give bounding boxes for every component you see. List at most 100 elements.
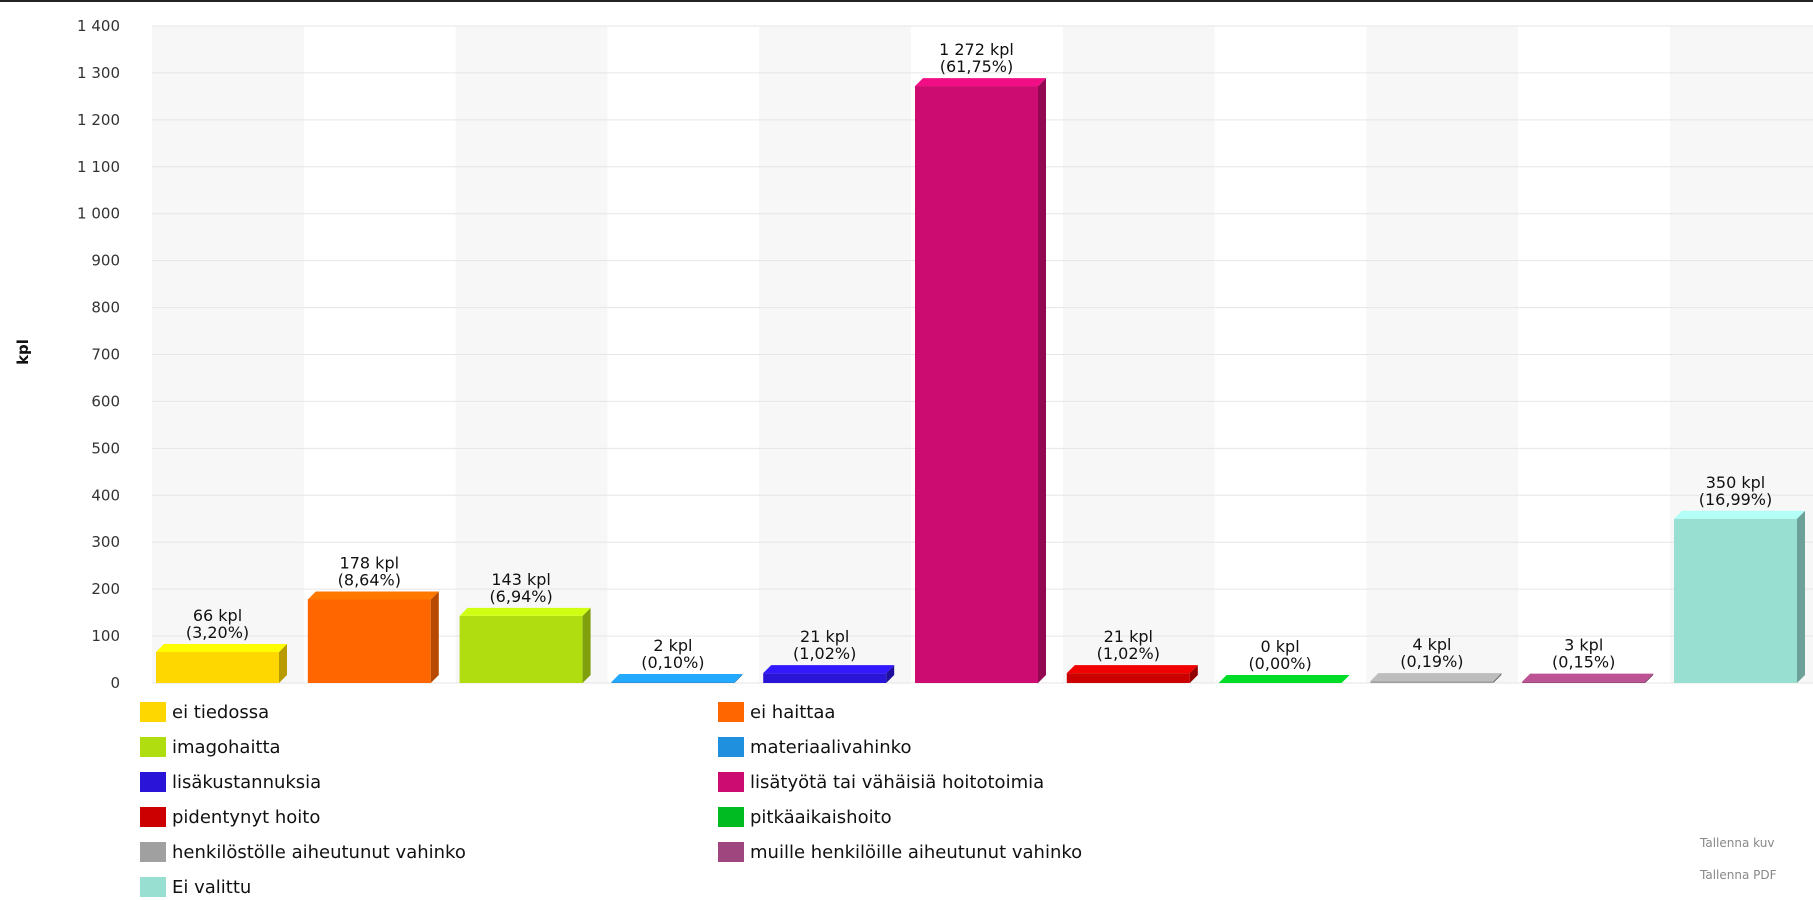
legend-label: imagohaitta <box>172 736 281 758</box>
bar-side <box>1189 665 1198 683</box>
y-tick-label: 1 300 <box>77 64 120 82</box>
bar-top <box>459 607 591 616</box>
legend-item[interactable]: materiaalivahinko <box>718 735 911 759</box>
bar-front[interactable] <box>763 673 887 683</box>
legend-label: pitkäaikaishoito <box>750 806 892 828</box>
legend-swatch <box>718 737 744 757</box>
bar-value-label: 4 kpl <box>1412 635 1451 654</box>
legend-item[interactable]: pitkäaikaishoito <box>718 805 892 829</box>
bar-front[interactable] <box>1370 681 1494 683</box>
legend-item[interactable]: lisäkustannuksia <box>140 770 321 794</box>
bar-value-label: 66 kpl <box>193 606 242 625</box>
y-tick-label: 1 100 <box>77 158 120 176</box>
top-border-line <box>0 0 1813 2</box>
legend-swatch <box>718 842 744 862</box>
bar[interactable] <box>1674 510 1805 683</box>
bar[interactable] <box>307 591 439 683</box>
bar-front[interactable] <box>915 86 1038 683</box>
legend-label: materiaalivahinko <box>750 736 912 758</box>
bar-percent-label: (1,02%) <box>1097 644 1160 663</box>
legend-item[interactable]: henkilöstölle aiheutunut vahinko <box>140 840 466 864</box>
bar-side <box>279 644 287 683</box>
legend-label: Ei valittu <box>172 876 252 898</box>
bar-front[interactable] <box>1522 681 1646 683</box>
legend-item[interactable]: Ei valittu <box>140 875 251 899</box>
bar-value-label: 143 kpl <box>491 570 551 589</box>
legend-swatch <box>718 772 744 792</box>
data-labels: 66 kpl(3,20%) 178 kpl(8,64%) 143 kpl(6,94%… <box>186 40 1772 673</box>
legend-item[interactable]: muille henkilöille aiheutunut vahinko <box>718 840 1082 864</box>
bar-side <box>1038 78 1046 683</box>
legend-label: lisätyötä tai vähäisiä hoitotoimia <box>750 771 1045 793</box>
y-tick-label: 1 400 <box>77 17 120 35</box>
bar-percent-label: (0,19%) <box>1400 652 1463 671</box>
y-tick-label: 400 <box>91 486 120 504</box>
legend-item[interactable]: ei tiedossa <box>140 700 269 724</box>
bar-front[interactable] <box>459 615 583 683</box>
bar-percent-label: (6,94%) <box>489 587 552 606</box>
bar-top <box>915 78 1046 87</box>
bar-top <box>1370 673 1502 682</box>
legend-label: lisäkustannuksia <box>172 771 322 793</box>
bar-value-label: 0 kpl <box>1261 637 1300 656</box>
bar-side <box>1645 673 1654 683</box>
bar-top <box>611 674 743 683</box>
y-tick-label: 1 200 <box>77 111 120 129</box>
bar-percent-label: (0,15%) <box>1552 653 1615 672</box>
save-pdf-link[interactable]: Tallenna PDF <box>1700 868 1777 882</box>
bar[interactable] <box>763 665 895 683</box>
legend: ei tiedossa ei haittaa imagohaitta materiaa… <box>140 700 1340 900</box>
bar-percent-label: (0,10%) <box>641 653 704 672</box>
bar[interactable] <box>1218 675 1350 683</box>
bar-top <box>1218 675 1350 683</box>
bar[interactable] <box>459 607 591 683</box>
legend-item[interactable]: lisätyötä tai vähäisiä hoitotoimia <box>718 770 1044 794</box>
bar-percent-label: (61,75%) <box>940 57 1014 76</box>
y-axis-ticks: 0 100 200 300 400 500 600 700 800 900 1 000 1 100 1 … <box>77 17 120 692</box>
bar-front[interactable] <box>1066 673 1190 683</box>
legend-swatch <box>140 807 166 827</box>
bar-value-label: 178 kpl <box>340 553 400 572</box>
legend-item[interactable]: pidentynyt hoito <box>140 805 320 829</box>
legend-swatch <box>140 842 166 862</box>
bar-side <box>1493 673 1502 683</box>
bar-front[interactable] <box>1674 518 1797 683</box>
bars <box>156 78 1805 683</box>
bar-value-label: 21 kpl <box>800 627 849 646</box>
bar[interactable] <box>1370 673 1502 683</box>
y-tick-label: 700 <box>91 346 120 364</box>
bar[interactable] <box>1066 665 1198 683</box>
bar-value-label: 350 kpl <box>1706 473 1766 492</box>
y-tick-label: 200 <box>91 580 120 598</box>
y-tick-label: 1 000 <box>77 205 120 223</box>
bar-top <box>1066 665 1198 674</box>
bar-front[interactable] <box>307 599 431 683</box>
legend-label: pidentynyt hoito <box>172 806 321 828</box>
legend-swatch <box>140 772 166 792</box>
save-image-link[interactable]: Tallenna kuv <box>1700 836 1775 850</box>
bar[interactable] <box>915 78 1046 683</box>
y-tick-label: 300 <box>91 533 120 551</box>
legend-label: ei tiedossa <box>172 701 270 723</box>
bar-chart: 0 100 200 300 400 500 600 700 800 900 1 000 1 100 1 … <box>14 17 1813 692</box>
bar-front[interactable] <box>156 652 279 683</box>
bar-value-label: 2 kpl <box>653 636 692 655</box>
bar[interactable] <box>156 644 287 683</box>
y-tick-label: 100 <box>91 627 120 645</box>
legend-item[interactable]: imagohaitta <box>140 735 281 759</box>
bar[interactable] <box>611 674 743 683</box>
legend-swatch <box>718 807 744 827</box>
bar-top <box>763 665 895 674</box>
bar-side <box>734 674 743 683</box>
bar-side <box>582 607 591 683</box>
y-tick-label: 800 <box>91 299 120 317</box>
y-tick-label: 500 <box>91 439 120 457</box>
bar-percent-label: (0,00%) <box>1248 654 1311 673</box>
bar-percent-label: (8,64%) <box>338 570 401 589</box>
y-axis-title: kpl <box>14 339 32 365</box>
y-tick-label: 0 <box>110 674 120 692</box>
bar-front[interactable] <box>611 682 735 683</box>
bar-top <box>307 591 439 600</box>
legend-item[interactable]: ei haittaa <box>718 700 835 724</box>
bar[interactable] <box>1522 673 1654 683</box>
